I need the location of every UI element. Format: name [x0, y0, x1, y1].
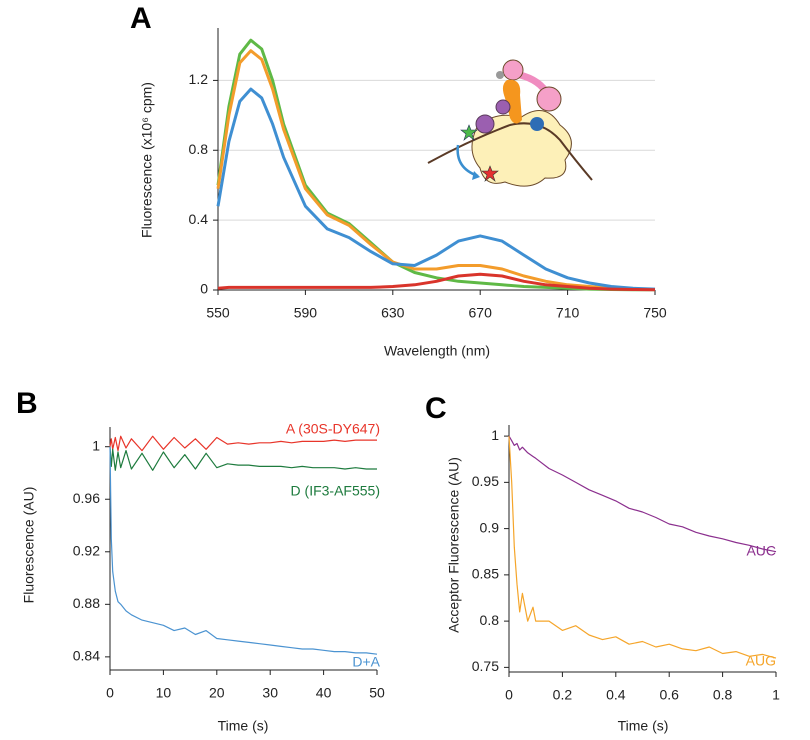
- series-label: D (IF3-AF555): [291, 483, 380, 499]
- series-label: AUC: [746, 543, 776, 559]
- domain: [495, 99, 511, 115]
- y-tick-label: 0: [200, 281, 208, 297]
- y-axis-label: Fluorescence (x10⁶ cpm): [139, 82, 155, 238]
- x-tick-label: 590: [294, 305, 318, 321]
- y-tick-label: 0.85: [472, 566, 499, 582]
- series-line: [109, 435, 377, 452]
- donor-star: [460, 124, 478, 141]
- y-axis-label: Fluorescence (AU): [21, 487, 37, 604]
- arrow-head: [472, 171, 480, 180]
- y-tick-label: 0.4: [189, 211, 209, 227]
- y-tick-label: 1: [92, 437, 100, 453]
- domain: [475, 114, 495, 134]
- domain: [502, 59, 524, 81]
- y-axis-label: Acceptor Fluorescence (AU): [446, 457, 462, 633]
- series-line: [217, 272, 656, 292]
- x-tick-label: 630: [381, 305, 405, 321]
- y-tick-label: 0.84: [73, 648, 100, 664]
- x-tick-label: 0.6: [659, 687, 679, 703]
- y-tick-label: 0.8: [189, 141, 209, 157]
- x-tick-label: 10: [156, 685, 172, 701]
- series-line: [216, 38, 656, 292]
- series-line: [216, 87, 656, 291]
- y-tick-label: 0.92: [73, 542, 100, 558]
- x-tick-label: 670: [469, 305, 493, 321]
- series-line: [508, 436, 777, 659]
- x-tick-label: 1: [772, 687, 780, 703]
- series-line: [109, 446, 378, 655]
- chart-panel: 0 0.4 0.8 1.2 550 590 630 670 710 750 A Wavelength …: [130, 2, 667, 359]
- y-tick-label: 0.96: [73, 490, 100, 506]
- x-tick-label: 710: [556, 305, 580, 321]
- panel-label: A: [130, 2, 152, 35]
- x-axis-label: Time (s): [218, 718, 269, 734]
- y-tick-label: 1.2: [189, 71, 209, 87]
- series-line: [508, 435, 777, 553]
- x-tick-label: 50: [369, 685, 385, 701]
- x-axis-label: Time (s): [618, 718, 669, 734]
- domain: [536, 86, 562, 112]
- acceptor-star: [481, 165, 499, 182]
- series-label: AUG: [746, 653, 776, 669]
- y-tick-label: 1: [491, 427, 499, 443]
- x-tick-label: 40: [316, 685, 332, 701]
- panel-label: C: [425, 392, 447, 425]
- x-tick-label: 0.2: [553, 687, 573, 703]
- domain: [496, 71, 504, 79]
- panel-label: B: [16, 387, 38, 420]
- inset-diagram: [427, 59, 593, 187]
- x-tick-label: 30: [262, 685, 278, 701]
- factor: [502, 79, 522, 124]
- x-tick-label: 0.8: [713, 687, 733, 703]
- y-tick-label: 0.95: [472, 473, 499, 489]
- x-axis-label: Wavelength (nm): [384, 343, 490, 359]
- x-tick-label: 750: [643, 305, 667, 321]
- series-label: D+A: [352, 654, 380, 670]
- x-tick-label: 550: [206, 305, 230, 321]
- x-tick-label: 0.4: [606, 687, 626, 703]
- y-tick-label: 0.75: [472, 658, 499, 674]
- series-label: A (30S-DY647): [286, 421, 380, 437]
- x-tick-label: 20: [209, 685, 225, 701]
- y-tick-label: 0.8: [480, 612, 500, 628]
- x-tick-label: 0: [505, 687, 513, 703]
- x-tick-label: 0: [106, 685, 114, 701]
- series-line: [109, 446, 377, 471]
- chart-panel: 0.75 0.8 0.85 0.9 0.95 1 0 0.2 0.4 0.6 0.8 1 AUC AUG C…: [425, 392, 780, 734]
- domain: [530, 117, 544, 131]
- y-tick-label: 0.9: [480, 519, 500, 535]
- y-tick-label: 0.88: [73, 595, 100, 611]
